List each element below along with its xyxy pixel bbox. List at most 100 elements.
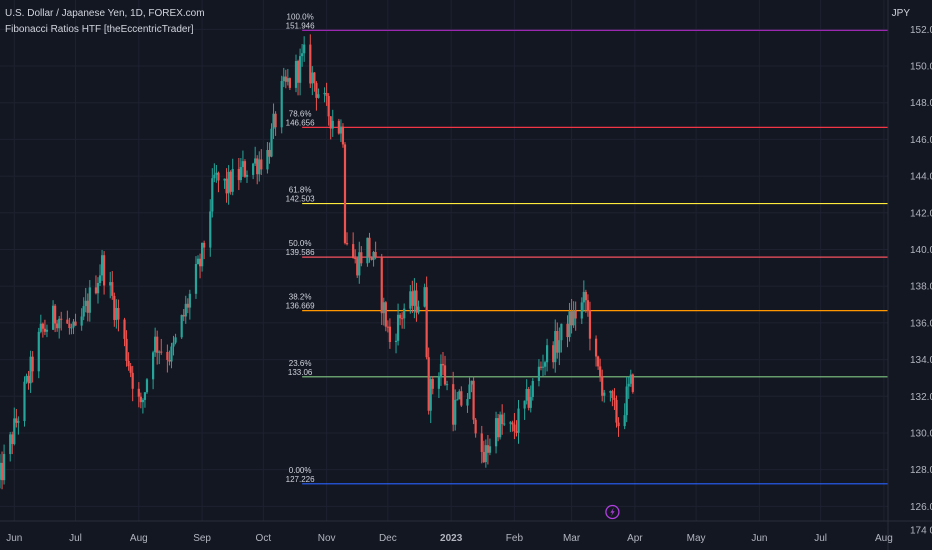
candle-body <box>482 451 485 463</box>
candle-body <box>597 356 600 367</box>
candle-body <box>209 211 212 248</box>
candle-body <box>370 257 373 260</box>
candle-body <box>368 237 371 258</box>
candle-body <box>88 287 91 313</box>
fib-price-label: 146.656 <box>286 118 315 127</box>
candle-body <box>137 388 140 397</box>
x-tick-label: Jul <box>814 533 827 544</box>
candle-body <box>41 323 44 329</box>
candle-body <box>386 326 389 328</box>
candle-body <box>427 357 430 411</box>
candle-body <box>54 305 57 324</box>
y-tick-label: 142.000 <box>910 208 932 219</box>
candle-body <box>252 163 255 175</box>
candle-body <box>315 83 318 98</box>
candle-body <box>556 331 559 353</box>
candle-body <box>631 374 634 392</box>
candle-body <box>213 174 216 179</box>
candle-body <box>615 399 618 423</box>
candle-body <box>337 120 340 134</box>
candle-body <box>39 323 42 332</box>
y-tick-label: 148.000 <box>910 98 932 109</box>
candle-body <box>60 318 63 320</box>
candle-body <box>380 256 383 314</box>
candle-body <box>423 287 426 307</box>
fib-labels: 100.0%151.946 78.6%146.656 61.8%142.503 50.… <box>286 12 315 483</box>
candle-body <box>603 392 606 396</box>
candle-body <box>80 316 83 326</box>
candle-body <box>384 302 387 327</box>
chart-grid <box>0 0 888 521</box>
candle-body <box>460 391 463 406</box>
candle-body <box>170 346 173 362</box>
symbol-title[interactable]: U.S. Dollar / Japanese Yen, 1D, FOREX.co… <box>5 8 205 19</box>
candle-body <box>496 418 500 438</box>
y-tick-label: 140.000 <box>910 245 932 256</box>
candle-body <box>323 92 326 95</box>
candle-body <box>486 445 489 453</box>
fib-percent-label: 61.8% <box>289 186 312 195</box>
x-tick-label: Aug <box>875 533 893 544</box>
candle-body <box>152 352 155 380</box>
fib-price-label: 151.946 <box>286 21 315 30</box>
fib-percent-label: 23.6% <box>289 359 312 368</box>
candle-body <box>311 72 314 84</box>
candle-body <box>329 116 332 129</box>
candle-body <box>45 329 49 332</box>
candle-body <box>303 44 306 54</box>
candle-body <box>411 291 414 306</box>
candle-body <box>572 310 575 326</box>
lightning-icon <box>605 504 620 520</box>
candle-body <box>568 311 571 338</box>
y-tick-label: 128.000 <box>910 465 932 476</box>
candle-body <box>156 336 159 353</box>
event-marker <box>605 504 620 520</box>
candle-body <box>388 326 392 342</box>
candle-body <box>456 399 459 401</box>
candle-body <box>86 300 89 313</box>
candle-body <box>143 392 147 400</box>
candle-body <box>225 178 228 194</box>
candle-body <box>558 340 561 353</box>
candle-body <box>382 302 385 314</box>
candle-body <box>145 379 149 393</box>
candle-body <box>352 244 355 259</box>
candle-body <box>401 318 404 320</box>
candle-body <box>29 356 32 384</box>
candle-body <box>425 287 428 358</box>
x-tick-label: Dec <box>379 533 397 544</box>
candle-body <box>282 76 285 81</box>
y-tick-label: 144.000 <box>910 172 932 183</box>
candle-body <box>258 159 261 175</box>
candle-body <box>601 376 604 396</box>
candle-body <box>566 323 569 338</box>
candle-body <box>517 408 520 433</box>
x-tick-label: Mar <box>563 533 581 544</box>
candle-body <box>545 345 549 363</box>
candle-body <box>72 321 75 328</box>
candle-body <box>584 291 587 301</box>
candle-body <box>215 172 218 175</box>
candle-body <box>231 169 234 192</box>
candle-body <box>625 386 628 416</box>
candle-body <box>272 113 275 129</box>
candle-body <box>582 291 585 303</box>
candle-body <box>339 126 343 134</box>
candle-body <box>309 44 312 84</box>
candle-body <box>27 375 30 384</box>
candle-body <box>256 158 259 175</box>
candle-body <box>611 391 614 398</box>
candle-body <box>488 446 492 453</box>
candle-body <box>586 300 590 311</box>
candle-body <box>527 388 530 408</box>
candle-body <box>168 359 171 362</box>
candle-body <box>331 120 334 129</box>
fib-price-label: 136.669 <box>286 302 315 311</box>
candle-body <box>211 178 214 212</box>
indicator-legend[interactable]: Fibonacci Ratios HTF [theEccentricTrader… <box>5 24 194 35</box>
candle-body <box>439 363 443 378</box>
candle-body <box>560 323 563 341</box>
candle-body <box>296 61 300 83</box>
x-tick-label: Jul <box>69 533 82 544</box>
